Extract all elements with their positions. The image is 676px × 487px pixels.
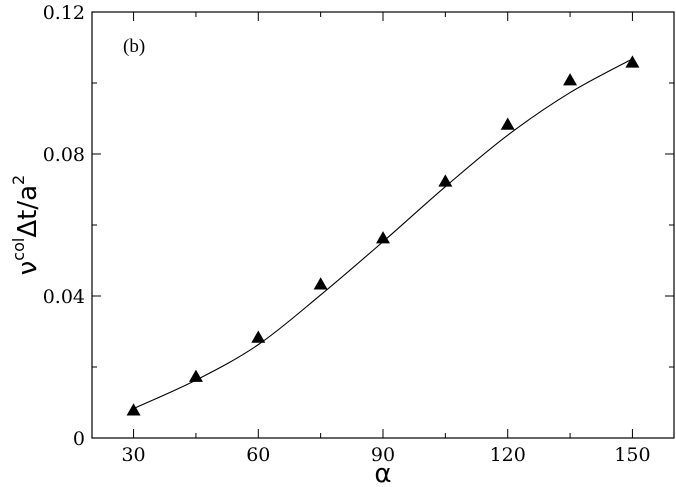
x-axis-label: α bbox=[374, 459, 391, 487]
x-tick-label: 120 bbox=[490, 444, 526, 466]
axis-ticks bbox=[92, 11, 674, 439]
plot-area bbox=[91, 11, 675, 439]
x-tick-label: 60 bbox=[246, 444, 270, 466]
y-axis-label: νcolΔt/a2 bbox=[9, 175, 43, 275]
y-tick-label: 0 bbox=[73, 428, 85, 450]
data-point bbox=[625, 55, 640, 68]
y-tick-label: 0.12 bbox=[43, 2, 85, 24]
y-axis-label-sup2: 2 bbox=[9, 175, 28, 185]
y-axis-label-base: ν bbox=[13, 261, 43, 276]
data-point bbox=[376, 231, 390, 244]
data-point bbox=[563, 73, 578, 86]
y-axis-label-mid: Δt/a bbox=[13, 185, 43, 238]
y-axis-label-sup1: col bbox=[9, 238, 28, 261]
y-tick-label: 0.08 bbox=[43, 144, 85, 166]
x-tick-label: 90 bbox=[371, 444, 395, 466]
data-points bbox=[126, 55, 640, 416]
x-tick-label: 30 bbox=[121, 444, 145, 466]
data-point bbox=[500, 117, 515, 130]
axis-tick-labels: 30 60 90 120 150 0 0.04 0.08 0.12 bbox=[43, 2, 651, 466]
data-point bbox=[188, 369, 203, 382]
data-point bbox=[126, 403, 141, 416]
y-tick-label: 0.04 bbox=[43, 286, 85, 308]
data-point bbox=[438, 174, 453, 187]
data-point bbox=[313, 277, 328, 290]
data-point bbox=[251, 330, 266, 343]
x-tick-label: 150 bbox=[614, 444, 650, 466]
panel-label: (b) bbox=[123, 36, 145, 57]
